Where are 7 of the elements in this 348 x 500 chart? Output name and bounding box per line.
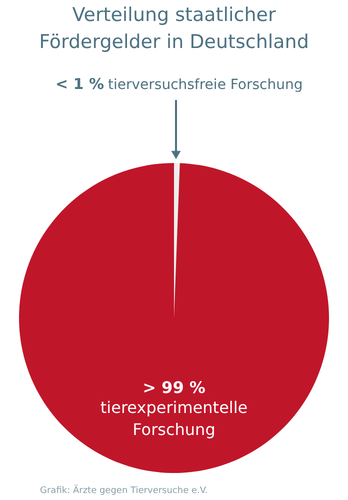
slice-label: tierversuchsfreie Forschung xyxy=(108,77,303,93)
data-label: < 1 % xyxy=(56,75,104,93)
data-label: > 99 % xyxy=(142,378,206,397)
slice-label: tierexperimentelle Forschung xyxy=(100,398,248,439)
text: Grafik: Ärzte gegen Tierversuche e.V. xyxy=(40,484,208,496)
pie-slice xyxy=(19,163,330,473)
chart-title: Verteilung staatlicher Fördergelder in Deutschland xyxy=(39,4,309,53)
